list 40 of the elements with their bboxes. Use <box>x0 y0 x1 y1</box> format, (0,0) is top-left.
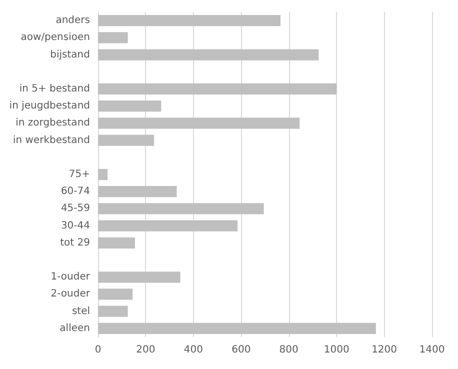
y-tick-label: stel <box>72 306 90 317</box>
y-tick-label: 75+ <box>68 169 90 180</box>
bar <box>98 83 337 95</box>
y-tick-label: bijstand <box>50 49 90 60</box>
x-tick-label: 200 <box>136 344 156 356</box>
bar <box>98 186 177 198</box>
bar <box>98 134 154 146</box>
x-tick-label: 1200 <box>372 344 398 356</box>
x-tick-label: 0 <box>94 344 102 356</box>
bar <box>98 100 162 112</box>
bar <box>98 237 135 248</box>
bar <box>98 272 180 283</box>
y-tick-label: tot 29 <box>60 237 90 248</box>
bar <box>98 203 264 214</box>
y-tick-label: in zorgbestand <box>16 118 90 129</box>
bar <box>98 32 128 44</box>
y-tick-label: alleen <box>60 322 90 334</box>
y-tick-label: in werkbestand <box>13 134 90 146</box>
bar <box>98 322 376 334</box>
x-tick-label: 800 <box>279 344 298 356</box>
y-tick-label: 2-ouder <box>50 288 91 300</box>
x-tick-label: 1000 <box>324 344 350 356</box>
bar <box>98 14 281 26</box>
bar <box>98 118 300 129</box>
y-tick-label: 1-ouder <box>50 272 91 283</box>
bar <box>98 288 133 300</box>
bar <box>98 306 128 317</box>
y-tick-label: in 5+ bestand <box>19 83 90 94</box>
y-tick-label: in jeugdbestand <box>9 100 90 112</box>
y-tick-label: 45-59 <box>60 203 90 214</box>
x-tick-label: 400 <box>184 344 203 356</box>
y-tick-label: 30-44 <box>60 220 90 232</box>
x-tick-label: 1400 <box>419 344 445 356</box>
y-tick-label: 60-74 <box>60 186 90 198</box>
bar <box>98 168 108 180</box>
bar <box>98 49 319 60</box>
y-tick-label: aow/pensioen <box>20 32 90 44</box>
x-tick-label: 600 <box>232 344 251 356</box>
bar <box>98 220 238 232</box>
y-tick-label: anders <box>56 15 90 26</box>
